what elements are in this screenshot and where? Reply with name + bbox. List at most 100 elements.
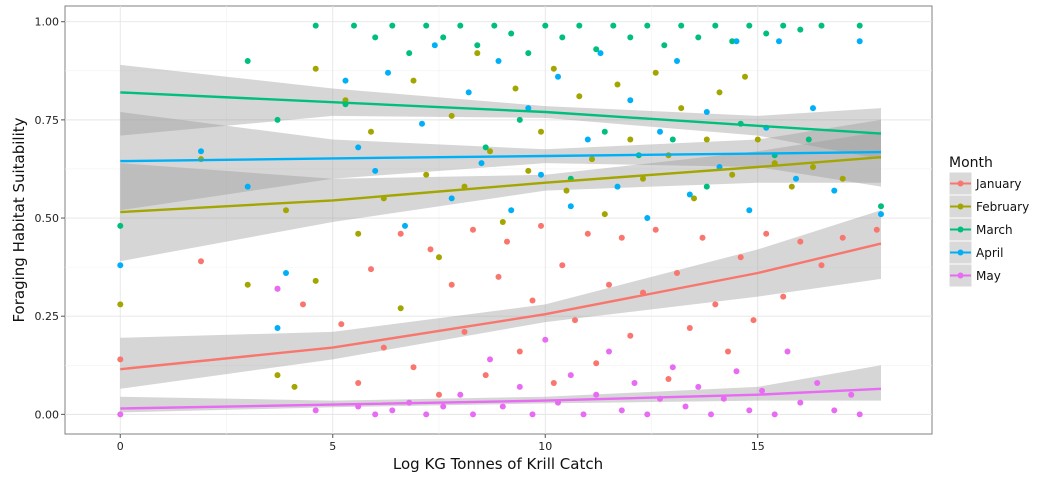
data-point [606,281,612,288]
legend-item-january: January [948,171,1022,196]
data-point [593,46,600,53]
data-point [797,399,804,406]
data-point [703,183,710,190]
y-axis-title: Foraging Habitat Suitability [10,117,28,322]
data-point [729,171,736,178]
data-point [576,93,583,100]
data-point [244,58,251,64]
data-point [674,58,680,64]
confidence-band-february [120,131,882,262]
data-point [733,38,740,45]
legend-item-march: March [948,217,1013,242]
data-point [555,73,561,80]
x-tick-label: 0 [117,440,124,453]
fit-line-april [120,150,882,163]
data-point [759,387,765,394]
data-point [312,277,319,284]
data-point [427,246,434,253]
data-point [716,164,723,170]
data-point [423,171,430,178]
data-point [516,383,523,390]
data-point [117,222,124,229]
data-point [529,297,536,304]
data-point [491,22,498,29]
data-point [750,317,757,324]
data-point [525,167,532,174]
data-point [470,411,476,418]
data-point [699,234,706,241]
data-point [538,171,544,178]
legend-key-point [957,226,964,233]
data-point [538,128,544,135]
data-point [117,301,124,308]
data-point [742,73,748,80]
data-point [397,230,404,237]
y-tick-label: 0.00 [35,408,60,421]
fit-lines [120,91,882,410]
series-january [117,222,880,398]
data-point [448,195,455,202]
data-point [627,34,634,41]
grid-lines [65,6,932,434]
legend-item-february: February [948,194,1029,219]
data-point [839,175,846,182]
data-point [274,372,281,379]
data-point [814,380,821,386]
data-point [708,411,714,418]
data-point [419,120,425,127]
data-point [389,22,396,29]
data-point [601,128,608,135]
legend: Month January February March April May [948,155,1029,288]
data-point [678,105,685,112]
legend-key-point [957,272,964,279]
data-point [117,356,124,363]
data-point [720,395,727,402]
data-point [474,50,481,57]
legend-key-point [957,180,964,187]
legend-label: March [976,223,1013,237]
x-tick-label: 5 [329,440,336,453]
data-point [805,136,812,143]
data-point [457,391,464,398]
data-point [542,336,549,343]
data-point [627,136,634,143]
data-point [712,301,719,308]
data-point [567,203,574,210]
data-point [550,380,557,386]
data-point [538,222,544,229]
data-point [627,332,634,339]
data-point [818,262,825,269]
data-point [516,348,523,355]
series-may [117,285,863,418]
data-point [614,183,621,190]
data-point [525,50,532,57]
data-point [274,116,281,123]
data-point [300,301,306,308]
data-point [567,372,574,379]
legend-label: February [976,200,1029,214]
data-point [198,148,204,155]
data-point [878,211,884,218]
data-point [385,69,391,76]
legend-key-point [957,249,964,256]
data-point [737,254,744,261]
data-point [461,328,468,335]
data-point [678,22,685,29]
data-point [368,266,374,273]
y-tick-label: 0.50 [35,212,60,225]
data-point [572,317,578,324]
data-point [283,207,289,214]
data-point [312,22,319,29]
data-point [431,42,438,49]
x-axis-title: Log KG Tonnes of Krill Catch [393,455,603,473]
data-point [372,167,379,174]
data-point [593,360,600,367]
data-point [614,81,621,88]
data-point [499,219,506,225]
scatter-points [117,22,884,418]
data-point [244,183,251,190]
data-point [644,22,651,29]
data-point [508,207,515,214]
data-point [716,89,723,96]
